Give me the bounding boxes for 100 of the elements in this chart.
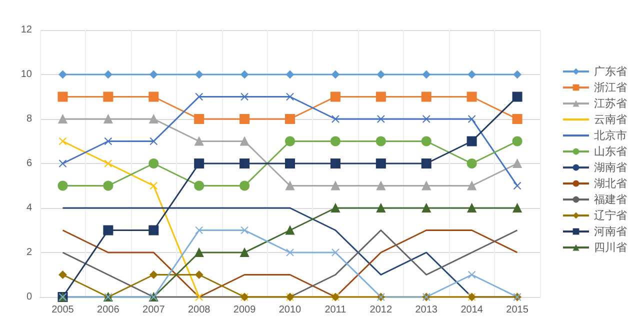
point [422, 204, 431, 212]
point [58, 160, 67, 168]
point [330, 181, 340, 190]
point [150, 182, 158, 190]
point [240, 158, 250, 168]
point [104, 137, 112, 146]
x-tick-label: 2013 [415, 304, 438, 316]
point [195, 270, 204, 279]
point [512, 136, 522, 146]
point [58, 114, 68, 124]
point [331, 248, 340, 256]
x-tick-label: 2010 [278, 304, 302, 316]
legend-label: 辽宁省 [594, 209, 627, 222]
legend-label: 北京市 [594, 129, 627, 142]
y-tick-label: 4 [26, 202, 32, 214]
x-tick-label: 2006 [97, 304, 120, 316]
legend-label: 湖北省 [594, 177, 627, 190]
point [512, 204, 522, 212]
point [376, 70, 385, 78]
point [58, 180, 68, 191]
point [58, 270, 67, 279]
y-tick-label: 10 [20, 69, 32, 80]
point [376, 181, 386, 190]
point [330, 136, 340, 146]
point [331, 115, 340, 123]
point [467, 181, 476, 190]
point [513, 70, 522, 78]
point [513, 182, 522, 190]
point [148, 92, 159, 102]
point [150, 70, 158, 78]
point [422, 115, 430, 123]
point [195, 293, 204, 301]
y-tick-label: 8 [26, 114, 32, 124]
point [104, 70, 112, 78]
point [285, 136, 295, 146]
x-tick-label: 2015 [506, 304, 529, 316]
y-tick-label: 6 [26, 158, 32, 169]
point [240, 180, 250, 191]
y-tick-label: 2 [26, 247, 32, 258]
point [195, 92, 204, 101]
point [58, 70, 67, 78]
point [422, 70, 430, 78]
point [194, 136, 204, 146]
point [467, 204, 476, 212]
point [286, 70, 294, 78]
point [376, 136, 386, 146]
point [240, 136, 250, 146]
point [376, 92, 386, 102]
legend-label: 四川省 [594, 241, 627, 254]
point [195, 70, 204, 78]
point [103, 92, 114, 102]
point [285, 114, 295, 124]
point [512, 92, 522, 102]
point [331, 70, 340, 78]
point [468, 70, 476, 78]
point [286, 226, 294, 235]
point [512, 159, 522, 168]
x-tick-label: 2007 [142, 304, 166, 316]
point [104, 114, 113, 124]
point [58, 92, 68, 102]
point [149, 114, 158, 124]
point [58, 137, 67, 146]
point [103, 180, 114, 191]
point [421, 158, 432, 168]
point [104, 160, 112, 168]
x-tick-label: 2012 [370, 304, 392, 316]
point [330, 204, 340, 212]
point [466, 136, 477, 146]
point [330, 92, 340, 102]
point [194, 180, 204, 191]
legend-label: 浙江省 [594, 81, 627, 94]
point [376, 115, 385, 123]
legend-label: 湖南省 [594, 161, 627, 174]
legend-label: 山东省 [594, 145, 627, 158]
point [194, 158, 204, 168]
point [148, 225, 159, 236]
legend-label: 福建省 [594, 193, 627, 206]
point [376, 158, 386, 168]
point [103, 225, 114, 236]
point [240, 114, 250, 124]
point [150, 270, 158, 279]
point [285, 158, 295, 168]
point [240, 226, 249, 234]
point [330, 158, 340, 168]
point [376, 204, 386, 212]
point [240, 92, 249, 101]
x-tick-label: 2005 [52, 304, 74, 316]
legend-label: 云南省 [594, 113, 627, 126]
point [195, 226, 204, 234]
point [421, 92, 432, 102]
point [194, 248, 204, 257]
x-tick-label: 2009 [233, 304, 256, 316]
point [286, 248, 294, 256]
x-tick-label: 2011 [324, 304, 347, 316]
point [240, 248, 250, 257]
point [148, 158, 159, 168]
point [466, 158, 477, 168]
x-tick-label: 2014 [460, 304, 484, 316]
legend-label: 河南省 [594, 225, 627, 238]
point [286, 181, 294, 190]
